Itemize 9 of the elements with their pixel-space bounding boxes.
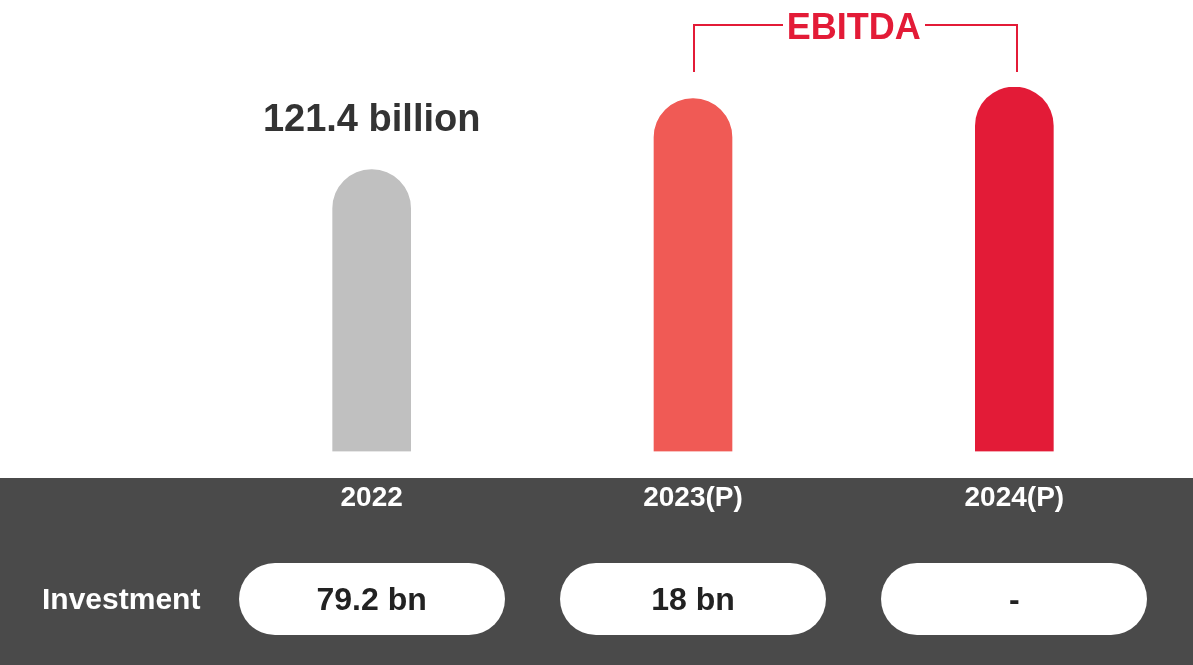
data-label: 121.4 billion xyxy=(262,97,481,140)
text: 79.2 bn xyxy=(238,563,505,635)
x-tick-label: 2023(P) xyxy=(643,480,743,512)
text: Investment xyxy=(42,582,201,616)
text: 18 bn xyxy=(560,563,826,635)
x-tick-label: 2022 xyxy=(340,480,403,512)
text: EBITDA xyxy=(782,6,925,48)
x-tick-label: 2024(P) xyxy=(964,480,1065,512)
text: - xyxy=(881,563,1148,635)
